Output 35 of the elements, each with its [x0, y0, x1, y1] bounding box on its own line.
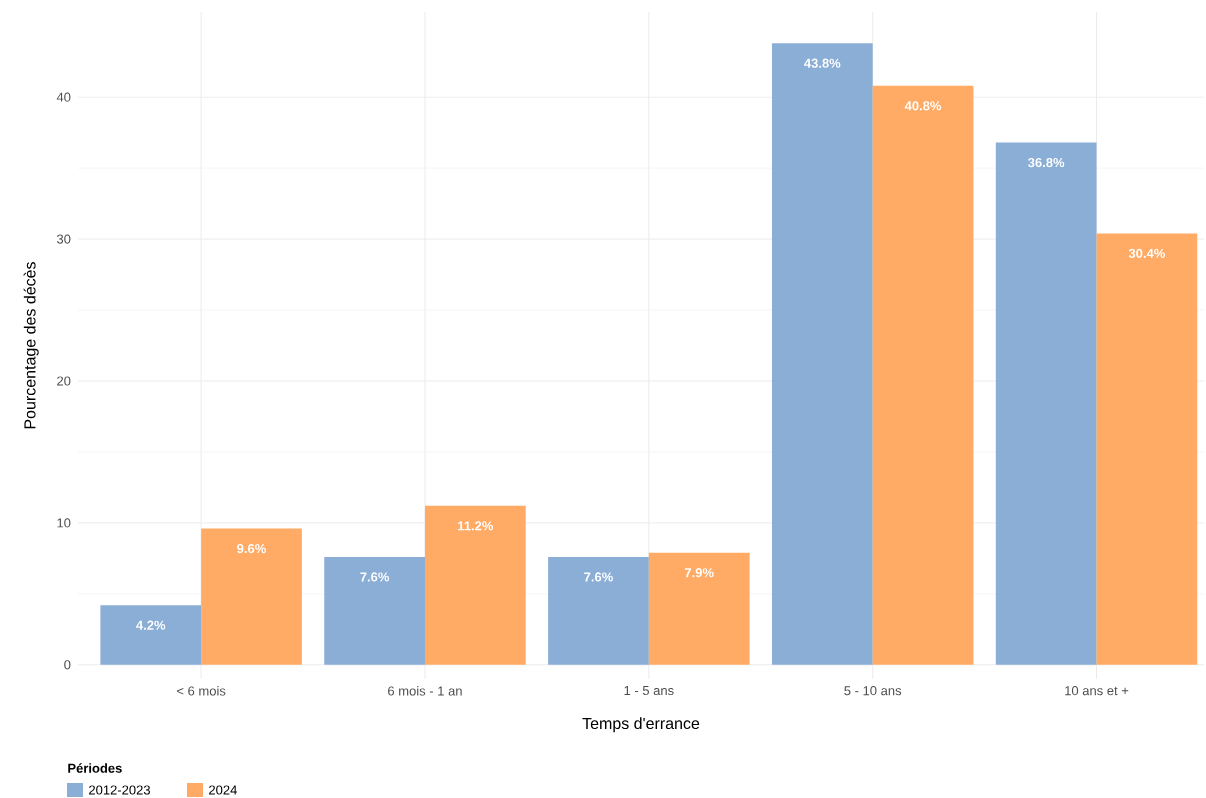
x-tick-label: < 6 mois [177, 686, 226, 696]
bar [424, 505, 526, 665]
x-axis-title: Temps d'errance [582, 717, 700, 733]
x-tick-label: 5 - 10 ans [844, 686, 902, 696]
x-tick-label: 6 mois - 1 an [388, 686, 462, 696]
y-tick-label: 40 [56, 92, 71, 102]
x-tick-label: 1 - 5 ans [624, 686, 674, 696]
bar [771, 43, 873, 665]
data-label: 9.6% [237, 543, 266, 554]
data-label: 30.4% [1128, 248, 1165, 259]
bar [995, 142, 1097, 665]
data-label: 7.6% [584, 572, 613, 582]
legend-label: 2012-2023 [89, 785, 150, 795]
y-tick-label: 0 [64, 660, 71, 670]
x-tick-label: 10 ans et + [1065, 686, 1129, 696]
data-label: 11.2% [458, 521, 494, 531]
data-label: 7.9% [684, 568, 714, 578]
data-label: 7.6% [360, 572, 390, 582]
data-label: 43.8% [804, 58, 841, 68]
data-label: 40.8% [904, 101, 942, 111]
y-tick-label: 30 [56, 234, 71, 244]
y-tick-label: 10 [57, 518, 71, 528]
bar [548, 556, 649, 665]
bar [324, 556, 425, 665]
legend-label: 2024 [209, 785, 237, 795]
data-label: 4.2% [136, 620, 166, 630]
bar [648, 552, 750, 665]
bar [201, 528, 302, 665]
bar [100, 605, 202, 665]
bar [872, 85, 974, 665]
legend-title: Périodes [68, 763, 122, 773]
data-label: 36.8% [1028, 157, 1065, 168]
bar [1096, 233, 1198, 665]
y-tick-label: 20 [57, 376, 71, 386]
y-axis-title: Pourcentage des décès [23, 262, 39, 429]
